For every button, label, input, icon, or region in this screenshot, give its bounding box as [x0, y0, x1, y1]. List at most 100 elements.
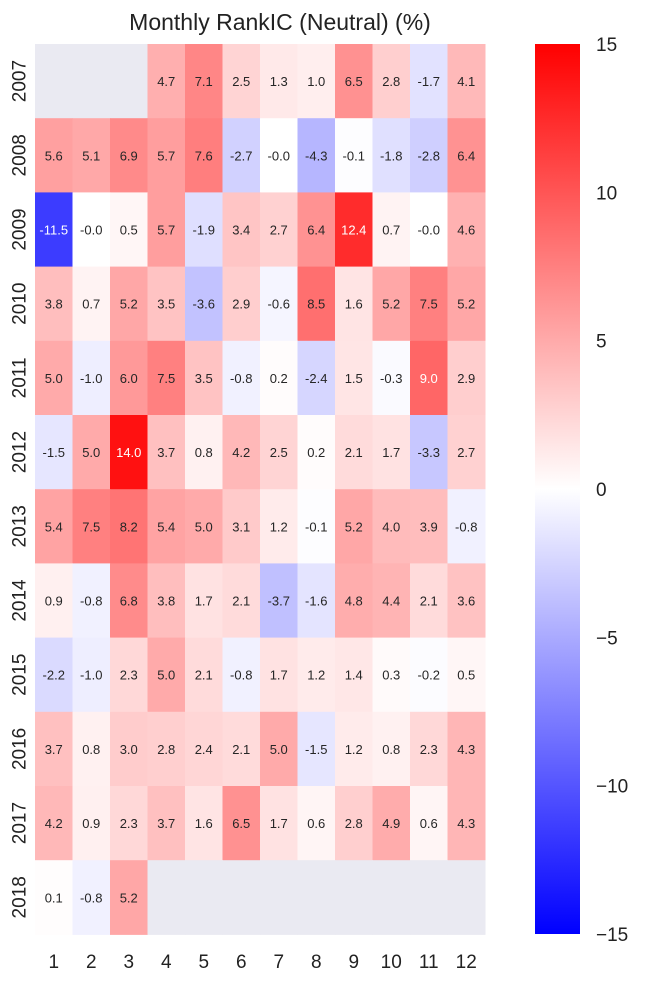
cell-value-label: 6.8: [120, 594, 138, 609]
heatmap-cell: [335, 192, 373, 268]
cell-value-label: 6.4: [307, 223, 325, 238]
heatmap-cell: [447, 340, 486, 416]
heatmap-cell: [447, 563, 486, 639]
heatmap-cell: [222, 489, 261, 564]
cell-value-label: -0.8: [230, 371, 252, 386]
heatmap-cell: [147, 563, 186, 639]
cell-value-label: 6.5: [345, 74, 363, 89]
cell-value-label: 0.8: [195, 445, 213, 460]
x-tick-label: 7: [273, 952, 284, 973]
heatmap-cell: [410, 637, 448, 713]
cell-value-label: 5.2: [120, 890, 138, 905]
cell-value-label: 0.9: [82, 816, 100, 831]
cell-value-label: -2.7: [230, 148, 252, 163]
heatmap-cell: [260, 563, 298, 639]
cell-value-label: 0.8: [82, 742, 100, 757]
cell-value-label: 2.1: [420, 594, 438, 609]
heatmap-cell: [335, 711, 373, 787]
heatmap-cell: [410, 786, 448, 861]
cell-value-label: 8.5: [307, 297, 325, 312]
heatmap-cell: [222, 415, 261, 490]
heatmap-cell: [410, 118, 448, 193]
heatmap-cell: [72, 786, 111, 861]
heatmap-cell: [110, 192, 148, 268]
heatmap-cell: [185, 340, 223, 416]
cell-value-label: 0.2: [270, 371, 288, 386]
cell-value-label: -1.6: [305, 594, 327, 609]
colorbar-tick-label: 0: [596, 480, 607, 501]
heatmap-cell: [72, 563, 111, 639]
heatmap-cell: [372, 340, 411, 416]
heatmap-cell: [147, 786, 186, 861]
cell-value-label: -1.9: [193, 223, 215, 238]
cell-value-label: 2.1: [345, 445, 363, 460]
cell-value-label: 1.5: [345, 371, 363, 386]
heatmap-cell: [372, 489, 411, 564]
heatmap-cell: [110, 415, 148, 490]
x-tick-label: 3: [123, 952, 134, 973]
heatmap-cell: [335, 415, 373, 490]
cell-value-label: 4.4: [382, 594, 400, 609]
heatmap-cell: [372, 415, 411, 490]
cell-value-label: -0.1: [305, 519, 327, 534]
cell-value-label: 4.1: [457, 74, 475, 89]
y-tick-label: 2010: [10, 283, 31, 325]
cell-value-label: 1.7: [270, 668, 288, 683]
x-tick-label: 11: [419, 952, 439, 973]
heatmap-cell: [297, 266, 336, 342]
cell-value-label: 2.1: [232, 594, 250, 609]
heatmap-cell: [35, 786, 73, 861]
heatmap-cell-empty: [335, 860, 373, 935]
heatmap-cell: [222, 44, 261, 119]
cell-value-label: -0.1: [343, 148, 365, 163]
colorbar-tick-label: 5: [596, 332, 607, 353]
cell-value-label: 4.9: [382, 816, 400, 831]
cell-value-label: -4.3: [305, 148, 327, 163]
x-tick-label: 1: [48, 952, 59, 973]
heatmap-cell: [335, 489, 373, 564]
heatmap-cell: [147, 266, 186, 342]
cell-value-label: 5.0: [82, 445, 100, 460]
cell-value-label: 3.5: [157, 297, 175, 312]
heatmap-cell: [335, 563, 373, 639]
cell-value-label: 2.8: [382, 74, 400, 89]
cell-value-label: 5.2: [120, 297, 138, 312]
x-tick-label: 4: [161, 952, 172, 973]
cell-value-label: -1.5: [43, 445, 65, 460]
x-tick-label: 10: [381, 952, 402, 973]
cell-value-label: -2.8: [418, 148, 440, 163]
heatmap-cell: [447, 415, 486, 490]
cell-value-label: 3.1: [232, 519, 250, 534]
y-tick-label: 2009: [10, 208, 31, 250]
heatmap-cell: [372, 563, 411, 639]
heatmap-cell: [222, 786, 261, 861]
cell-value-label: 3.7: [45, 742, 63, 757]
heatmap-cell: [372, 44, 411, 119]
heatmap-cell: [297, 415, 336, 490]
cell-value-label: 2.3: [420, 742, 438, 757]
cell-value-label: 12.4: [341, 223, 366, 238]
y-tick-label: 2012: [10, 431, 31, 473]
x-tick-label: 6: [236, 952, 247, 973]
chart-title: Monthly RankIC (Neutral) (%): [129, 9, 431, 35]
cell-value-label: -0.3: [380, 371, 402, 386]
heatmap-cell: [222, 266, 261, 342]
cell-value-label: 5.2: [457, 297, 475, 312]
heatmap-cell-empty: [185, 860, 223, 935]
heatmap-cell: [35, 415, 73, 490]
y-axis-ticks: 2007 2008 2009 2010 2011 2012 2013 2014 2015 2016…: [10, 60, 31, 918]
heatmap-cell: [147, 711, 186, 787]
heatmap-cell-empty: [410, 860, 448, 935]
heatmap-cell: [372, 786, 411, 861]
heatmap-cell: [297, 44, 336, 119]
heatmap-cell: [110, 786, 148, 861]
heatmap-cell-empty: [72, 44, 111, 119]
cell-value-label: 2.8: [157, 742, 175, 757]
cell-value-label: 1.2: [307, 668, 325, 683]
heatmap-cell: [35, 489, 73, 564]
heatmap-cell: [147, 415, 186, 490]
heatmap-cell: [185, 637, 223, 713]
y-tick-label: 2015: [10, 654, 31, 696]
heatmap-cell: [410, 415, 448, 490]
cell-value-label: 0.5: [120, 223, 138, 238]
